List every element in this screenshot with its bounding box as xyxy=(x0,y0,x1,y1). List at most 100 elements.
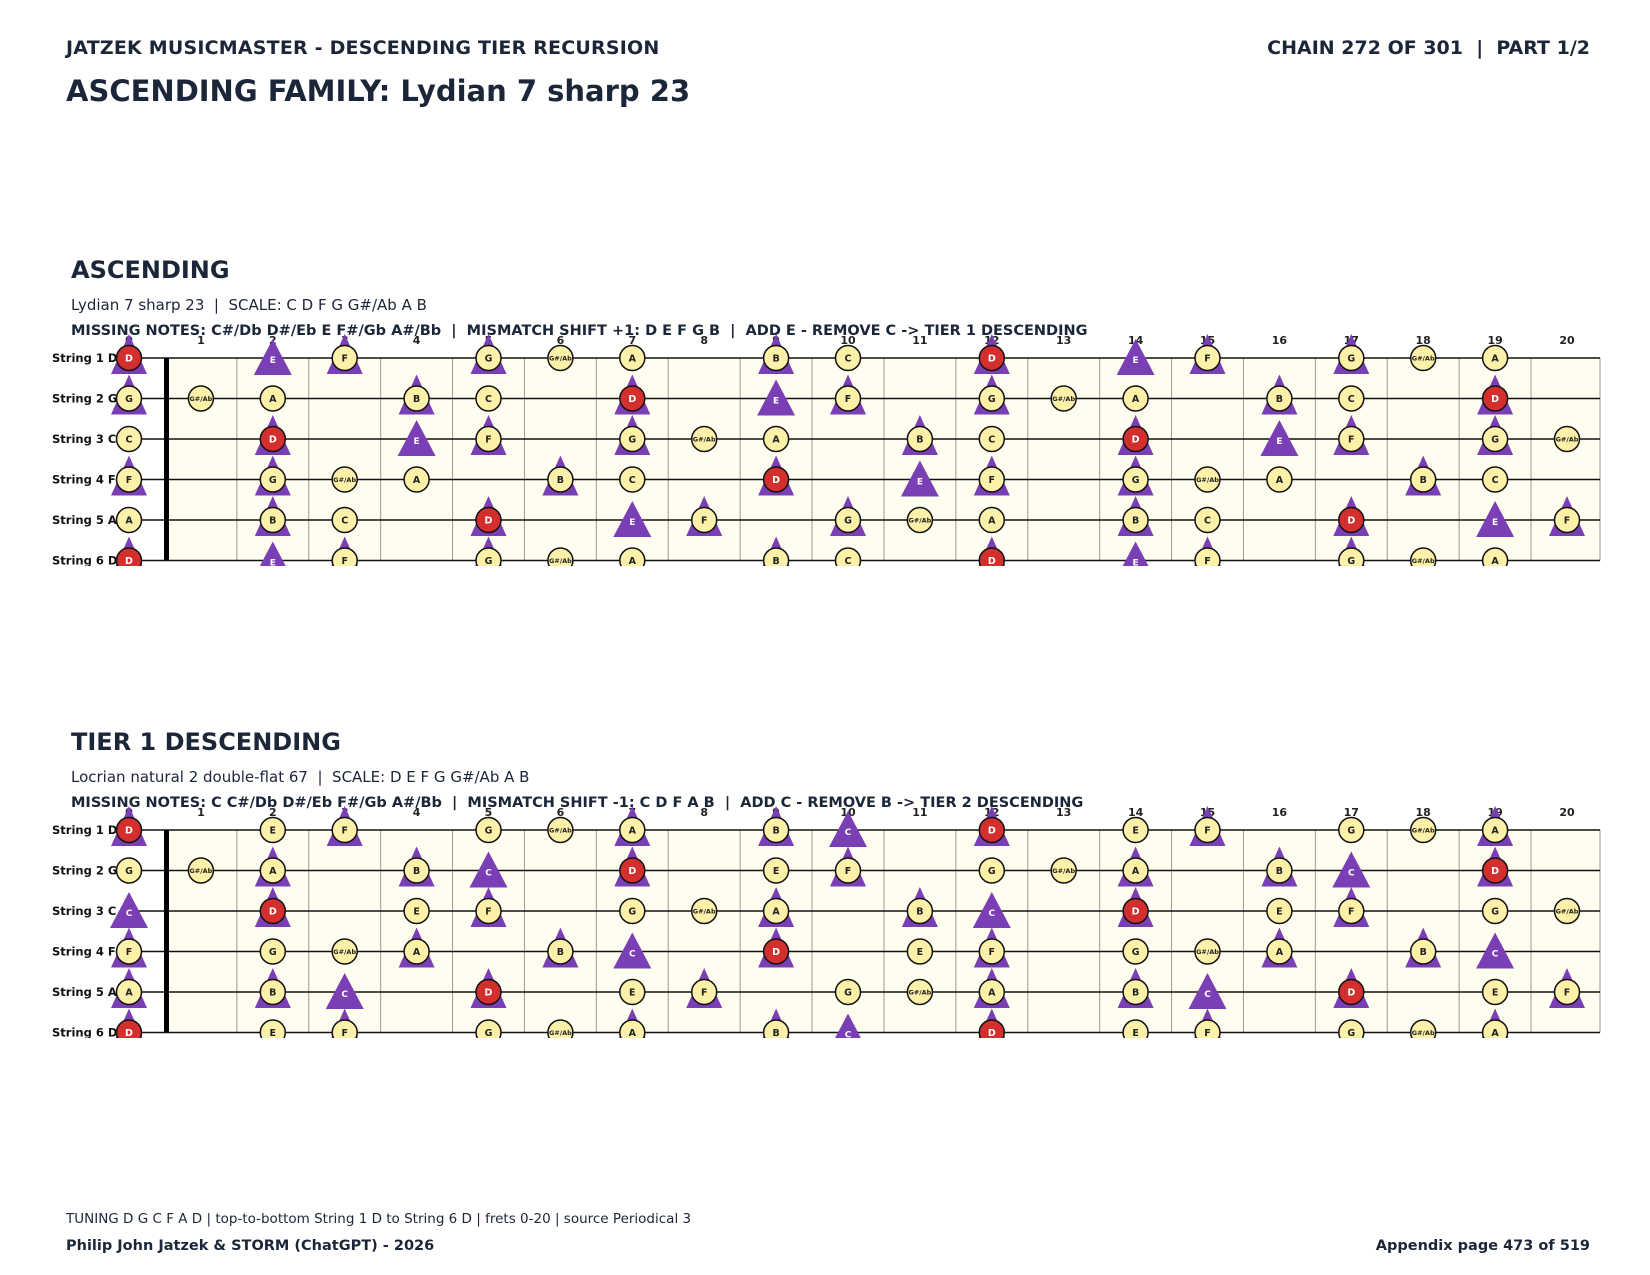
note-label: G xyxy=(1347,354,1355,365)
note-label: A xyxy=(772,435,780,446)
note-label: F xyxy=(1564,988,1571,999)
scale-note-marker xyxy=(475,547,502,566)
scale-note-marker xyxy=(1266,466,1293,493)
note-label: D xyxy=(485,988,493,999)
note-label: C xyxy=(341,516,348,527)
mismatch-triangle-marker xyxy=(397,420,436,456)
scale-note-marker xyxy=(1122,1019,1149,1038)
scale-note-marker xyxy=(331,506,358,534)
footer-author: Philip John Jatzek & STORM (ChatGPT) - 2… xyxy=(66,1238,435,1254)
scale-note-marker xyxy=(1409,344,1437,372)
scale-note-marker xyxy=(259,938,287,965)
scale-note-marker xyxy=(1266,938,1293,965)
note-label: A xyxy=(1491,1028,1499,1038)
note-label: G#/Ab xyxy=(1412,557,1435,565)
note-label: F xyxy=(485,435,492,446)
scale-note-marker xyxy=(115,385,143,412)
fret-number: 5 xyxy=(485,806,493,819)
root-note-marker xyxy=(115,1019,143,1038)
note-label: F xyxy=(126,475,133,486)
note-label: G xyxy=(844,516,852,527)
string-label: String 2 G xyxy=(52,392,117,406)
note-label: C xyxy=(1204,516,1211,527)
scale-note-marker xyxy=(187,385,215,412)
note-label: E xyxy=(1132,1028,1139,1038)
scale-note-marker xyxy=(475,344,502,372)
scale-note-marker xyxy=(331,344,358,372)
missing-notes-line: MISSING NOTES: C C#/Db D#/Eb F#/Gb A#/Bb… xyxy=(71,795,1084,811)
scale-note-marker xyxy=(690,506,718,534)
scale-note-marker xyxy=(619,978,646,1006)
mismatch-triangle-marker xyxy=(829,811,867,847)
note-label: A xyxy=(413,475,421,486)
scale-note-marker xyxy=(1122,938,1149,965)
note-label: D xyxy=(1347,988,1355,999)
scale-note-marker xyxy=(834,547,862,566)
root-note-marker xyxy=(619,385,646,412)
string-label: String 5 A xyxy=(52,513,117,527)
note-label: B xyxy=(916,435,923,446)
note-label: F xyxy=(341,556,348,566)
note-label: D xyxy=(1347,516,1355,527)
note-label: A xyxy=(629,354,637,365)
scale-note-marker xyxy=(1409,547,1437,566)
scale-note-marker xyxy=(259,1019,287,1038)
scale-note-marker xyxy=(331,938,358,965)
note-label: E xyxy=(1276,437,1282,447)
mismatch-triangle-marker xyxy=(613,501,652,537)
fret-number: 14 xyxy=(1128,806,1144,819)
note-label: G xyxy=(269,475,277,486)
scale-note-marker xyxy=(906,506,934,534)
section-heading: ASCENDING xyxy=(71,256,230,284)
root-note-marker xyxy=(1338,506,1365,534)
scale-note-marker xyxy=(331,816,358,844)
fret-number: 17 xyxy=(1344,806,1359,819)
string-label: String 6 D xyxy=(52,1026,117,1039)
note-label: F xyxy=(341,826,348,837)
note-label: B xyxy=(557,947,564,958)
note-label: A xyxy=(269,866,277,877)
scale-note-marker xyxy=(259,506,287,534)
note-label: E xyxy=(917,478,923,488)
scale-line: Lydian 7 sharp 23 | SCALE: C D F G G#/Ab… xyxy=(71,296,427,314)
scale-note-marker xyxy=(547,466,574,493)
note-label: A xyxy=(1276,475,1284,486)
scale-note-marker xyxy=(259,385,287,412)
scale-note-marker xyxy=(547,344,574,372)
footer-page: Appendix page 473 of 519 xyxy=(1375,1238,1590,1254)
scale-note-marker xyxy=(978,978,1006,1006)
scale-note-marker xyxy=(1050,857,1077,884)
scale-line: Locrian natural 2 double-flat 67 | SCALE… xyxy=(71,768,530,786)
scale-note-marker xyxy=(619,897,646,925)
note-label: C xyxy=(1348,394,1355,405)
note-label: G#/Ab xyxy=(549,557,572,565)
note-label: D xyxy=(988,354,996,365)
footer-note: TUNING D G C F A D | top-to-bottom Strin… xyxy=(66,1211,692,1227)
note-label: G#/Ab xyxy=(1052,395,1075,403)
note-label: D xyxy=(628,394,636,405)
string-label: String 2 G xyxy=(52,864,117,878)
root-note-marker xyxy=(978,344,1006,372)
note-label: E xyxy=(1276,907,1283,918)
fret-number: 13 xyxy=(1056,334,1071,347)
mismatch-triangle-marker xyxy=(835,1013,861,1038)
scale-note-marker xyxy=(1481,425,1509,453)
note-label: F xyxy=(1348,435,1355,446)
scale-note-marker xyxy=(619,466,646,493)
note-label: E xyxy=(1132,826,1139,837)
fret-number: 6 xyxy=(557,334,565,347)
root-note-marker xyxy=(978,816,1006,844)
note-label: C xyxy=(845,1031,852,1039)
note-label: G xyxy=(1347,1028,1355,1038)
fret-number: 18 xyxy=(1416,806,1431,819)
scale-note-marker xyxy=(475,816,502,844)
root-note-marker xyxy=(115,344,143,372)
note-label: C xyxy=(845,828,852,838)
scale-note-marker xyxy=(1194,816,1221,844)
root-note-marker xyxy=(1481,385,1509,412)
note-label: E xyxy=(629,518,635,528)
scale-note-marker xyxy=(978,857,1006,884)
scale-note-marker xyxy=(619,547,646,566)
note-label: E xyxy=(414,437,420,447)
mismatch-triangle-marker xyxy=(1476,501,1515,537)
